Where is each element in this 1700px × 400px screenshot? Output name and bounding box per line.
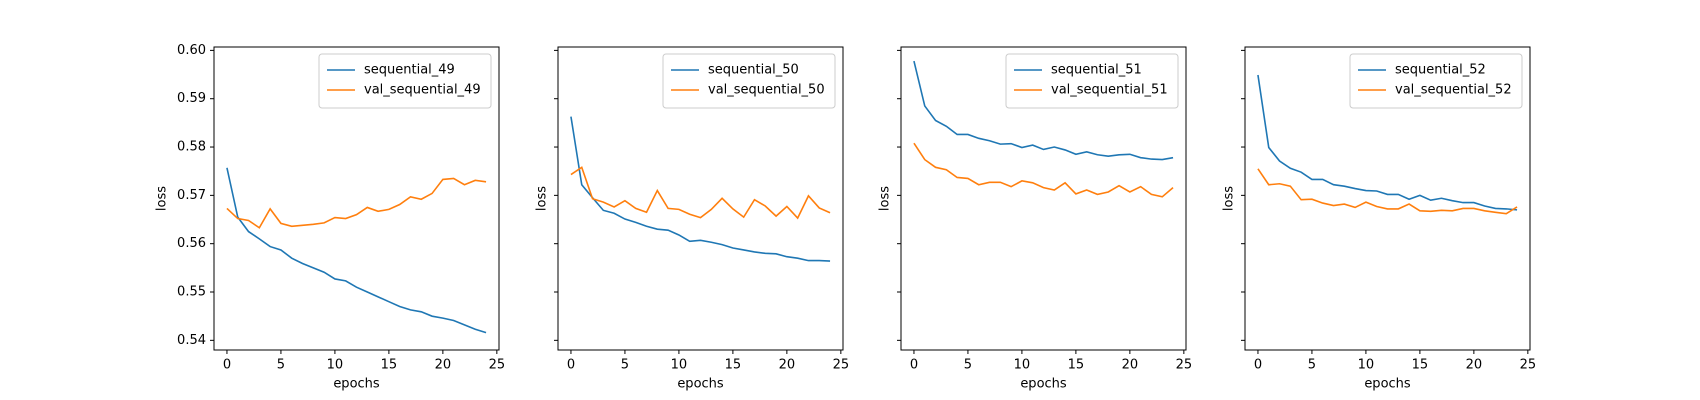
- series-line: [226, 167, 487, 334]
- x-axis-label: epochs: [1020, 377, 1067, 392]
- legend-box: [1005, 53, 1179, 109]
- series-line: [913, 142, 1174, 198]
- x-tick-label: 0: [910, 358, 918, 373]
- x-tick-label: 15: [381, 358, 398, 373]
- axes-frame: [900, 46, 1187, 351]
- x-tick-label: 0: [1254, 358, 1262, 373]
- y-tick-label: 0.60: [177, 43, 206, 58]
- x-tick-label: 25: [833, 358, 850, 373]
- legend-box: [1349, 53, 1523, 109]
- x-tick-label: 15: [1412, 358, 1429, 373]
- x-tick-label: 25: [489, 358, 506, 373]
- x-tick-label: 15: [725, 358, 742, 373]
- x-tick-label: 20: [435, 358, 452, 373]
- legend-label: sequential_50: [708, 63, 799, 78]
- y-tick-label: 0.54: [177, 333, 206, 348]
- legend-box: [662, 53, 836, 109]
- x-tick-label: 20: [1466, 358, 1483, 373]
- x-tick-label: 10: [1358, 358, 1375, 373]
- x-tick-label: 5: [621, 358, 629, 373]
- legend-label: sequential_49: [364, 63, 455, 78]
- x-axis-label: epochs: [677, 377, 724, 392]
- x-tick-label: 0: [223, 358, 231, 373]
- legend-label: sequential_51: [1051, 63, 1142, 78]
- legend-label: sequential_52: [1395, 63, 1486, 78]
- x-tick-label: 10: [1014, 358, 1031, 373]
- y-tick-label: 0.56: [177, 236, 206, 251]
- legend-box: [318, 53, 492, 109]
- series-line: [570, 116, 831, 262]
- series-line: [1257, 74, 1518, 211]
- series-line: [570, 166, 831, 220]
- series-line: [913, 60, 1174, 161]
- x-tick-label: 20: [1122, 358, 1139, 373]
- x-tick-label: 5: [277, 358, 285, 373]
- x-tick-label: 10: [327, 358, 344, 373]
- legend-label: val_sequential_51: [1051, 83, 1168, 98]
- axes-frame: [1244, 46, 1531, 351]
- x-tick-label: 5: [1308, 358, 1316, 373]
- y-axis-label: loss: [535, 186, 550, 211]
- legend-label: val_sequential_50: [708, 83, 825, 98]
- y-tick-label: 0.59: [177, 91, 206, 106]
- axes-frame: [557, 46, 844, 351]
- x-tick-label: 15: [1068, 358, 1085, 373]
- x-tick-label: 25: [1520, 358, 1537, 373]
- series-line: [1257, 168, 1518, 215]
- legend-label: val_sequential_49: [364, 83, 481, 98]
- x-tick-label: 10: [671, 358, 688, 373]
- series-line: [226, 177, 487, 229]
- x-axis-label: epochs: [333, 377, 380, 392]
- x-tick-label: 25: [1176, 358, 1193, 373]
- x-axis-label: epochs: [1364, 377, 1411, 392]
- x-tick-label: 20: [779, 358, 796, 373]
- x-tick-label: 5: [964, 358, 972, 373]
- legend-label: val_sequential_52: [1395, 83, 1512, 98]
- y-tick-label: 0.55: [177, 285, 206, 300]
- x-tick-label: 0: [567, 358, 575, 373]
- y-axis-label: loss: [1222, 186, 1237, 211]
- axes-frame: [213, 46, 500, 351]
- y-axis-label: loss: [155, 186, 170, 211]
- y-tick-label: 0.58: [177, 140, 206, 155]
- y-tick-label: 0.57: [177, 188, 206, 203]
- y-axis-label: loss: [878, 186, 893, 211]
